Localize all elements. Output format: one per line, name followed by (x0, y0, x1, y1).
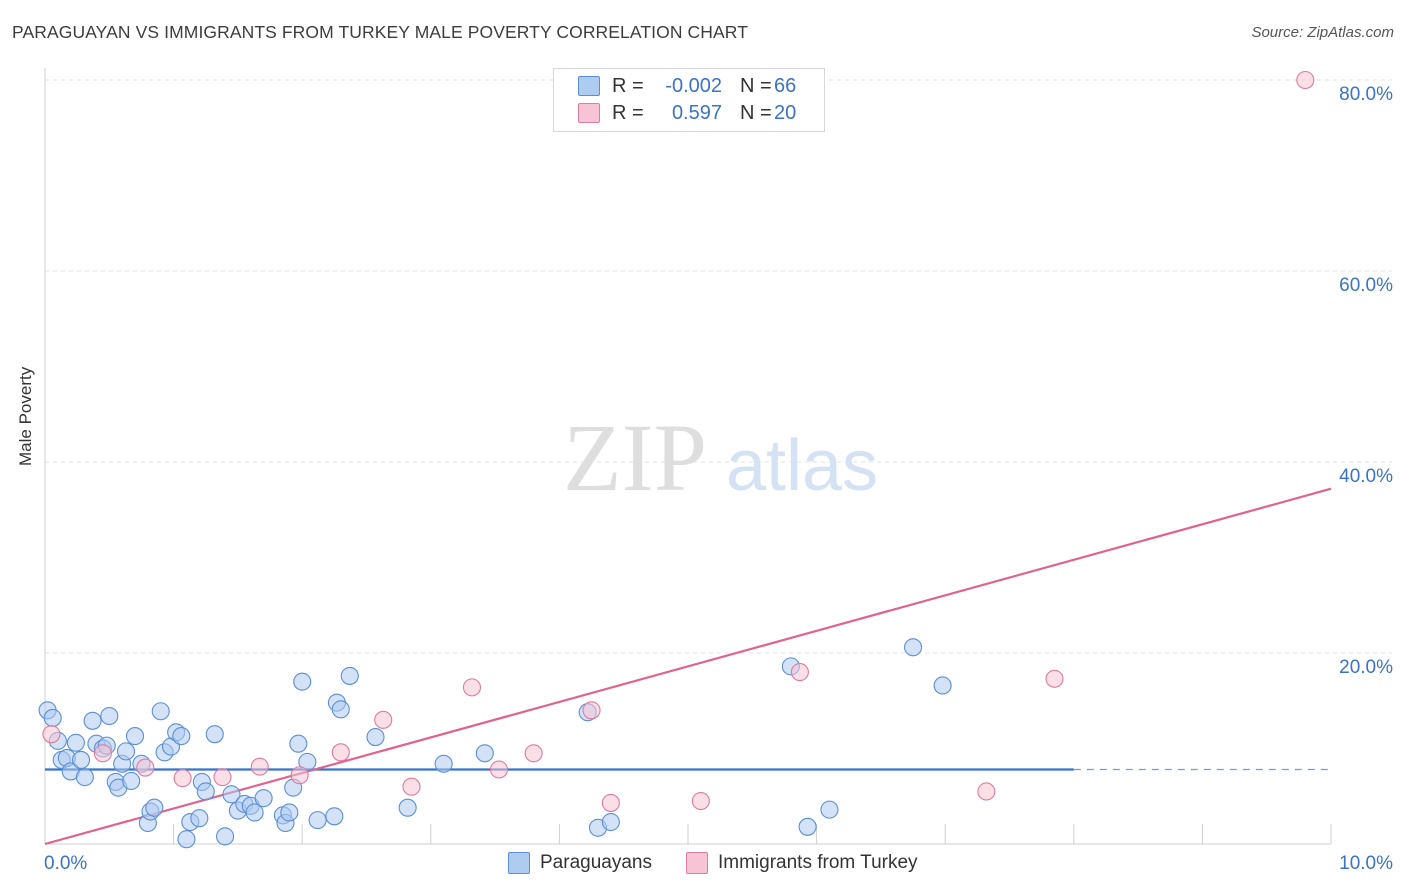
legend-label-turkey: Immigrants from Turkey (718, 852, 918, 873)
point-turkey (582, 701, 601, 720)
legend-r-value: -0.002 (665, 74, 722, 97)
point-paraguayans (125, 727, 145, 746)
point-paraguayans (196, 782, 215, 801)
point-paraguayans (66, 733, 85, 752)
y-tick-label: 20.0% (1339, 657, 1393, 678)
legend-n-label: N = (740, 74, 772, 97)
point-turkey (42, 725, 61, 744)
point-paraguayans (280, 803, 299, 822)
legend-r-value: 0.597 (671, 101, 722, 124)
legend-row-paraguayans: R = -0.002 N = 66 (578, 74, 796, 98)
point-paraguayans (340, 666, 359, 685)
point-turkey (250, 757, 269, 776)
tick-labels: 20.0% 40.0% 60.0% 80.0% 0.0% 10.0% (44, 84, 1393, 874)
y-tick-label: 40.0% (1339, 466, 1393, 487)
point-paraguayans (933, 676, 952, 695)
legend-item-paraguayans[interactable]: Paraguayans (508, 852, 652, 874)
point-paraguayans (475, 744, 494, 763)
point-turkey (402, 777, 421, 796)
trend-line-turkey (44, 487, 1332, 846)
point-paraguayans (820, 800, 839, 819)
legend-swatch-blue (508, 852, 530, 874)
x-tick-label: 10.0% (1339, 853, 1393, 874)
y-tick-label: 80.0% (1339, 84, 1393, 105)
stats-legend: R = -0.002 N = 66 R = 0.597 N = 20 (553, 68, 825, 132)
point-paraguayans (298, 752, 317, 771)
point-paraguayans (177, 830, 196, 849)
point-paraguayans (798, 817, 817, 836)
point-turkey (173, 769, 192, 788)
point-paraguayans (434, 754, 453, 773)
point-turkey (601, 793, 620, 812)
point-turkey (213, 768, 232, 787)
point-paraguayans (215, 827, 235, 846)
source-label: Source: ZipAtlas.com (1251, 24, 1394, 41)
point-turkey (1296, 70, 1315, 90)
trend-lines (44, 487, 1332, 846)
legend-row-turkey: R = 0.597 N = 20 (578, 101, 796, 125)
point-turkey (136, 758, 155, 777)
watermark-zip: ZIP (563, 404, 707, 511)
legend-r-label: R = (612, 101, 644, 124)
point-turkey (1045, 669, 1064, 688)
point-paraguayans (172, 727, 191, 746)
point-paraguayans (245, 803, 264, 822)
data-points (38, 70, 1315, 849)
point-paraguayans (83, 711, 102, 730)
y-axis-label: Male Poverty (16, 366, 35, 466)
legend-label-paraguayans: Paraguayans (540, 852, 652, 873)
point-paraguayans (205, 725, 224, 744)
point-paraguayans (43, 708, 62, 727)
point-paraguayans (601, 812, 620, 832)
legend-n-value: 66 (774, 74, 797, 97)
point-turkey (331, 743, 350, 762)
point-paraguayans (75, 768, 94, 787)
grid (45, 79, 1392, 654)
watermark-atlas: atlas (726, 426, 878, 506)
point-turkey (977, 782, 996, 801)
legend-n-value: 20 (774, 101, 797, 124)
point-paraguayans (151, 702, 170, 721)
chart-title: PARAGUAYAN VS IMMIGRANTS FROM TURKEY MAL… (12, 22, 748, 42)
point-turkey (489, 760, 509, 779)
bottom-legend: Paraguayans Immigrants from Turkey (0, 852, 1406, 878)
point-paraguayans (366, 727, 385, 747)
point-paraguayans (398, 798, 417, 817)
point-paraguayans (100, 706, 119, 726)
axes (44, 68, 1332, 845)
point-turkey (462, 678, 482, 697)
point-paraguayans (325, 807, 344, 826)
point-paraguayans (308, 811, 327, 830)
legend-r-label: R = (612, 74, 644, 97)
legend-swatch-pink (578, 103, 600, 123)
point-paraguayans (903, 638, 923, 657)
point-paraguayans (71, 750, 91, 770)
point-paraguayans (222, 785, 241, 804)
legend-swatch-blue (578, 76, 600, 96)
point-turkey (524, 744, 543, 763)
x-tick-label: 0.0% (44, 853, 87, 874)
point-paraguayans (116, 742, 136, 761)
point-paraguayans (331, 700, 350, 719)
point-paraguayans (145, 798, 164, 817)
point-paraguayans (293, 672, 312, 691)
point-turkey (691, 791, 710, 811)
point-turkey (790, 663, 809, 682)
point-turkey (290, 766, 309, 785)
point-paraguayans (289, 734, 308, 753)
watermark: ZIP atlas (563, 404, 878, 511)
point-paraguayans (254, 789, 273, 808)
point-paraguayans (190, 809, 209, 828)
point-turkey (93, 744, 112, 763)
legend-swatch-pink (686, 852, 708, 874)
point-paraguayans (122, 771, 141, 791)
legend-n-label: N = (740, 101, 772, 124)
legend-item-turkey[interactable]: Immigrants from Turkey (686, 852, 918, 874)
point-turkey (374, 710, 393, 729)
y-tick-label: 60.0% (1339, 275, 1393, 296)
